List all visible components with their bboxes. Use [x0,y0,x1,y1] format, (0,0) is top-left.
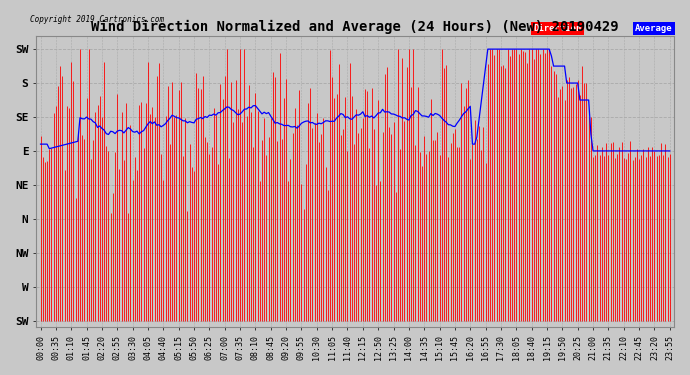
Title: Wind Direction Normalized and Average (24 Hours) (New) 20190429: Wind Direction Normalized and Average (2… [91,20,619,34]
Text: Copyright 2019 Cartronics.com: Copyright 2019 Cartronics.com [30,15,164,24]
Text: Direction: Direction [533,24,582,33]
Text: Average: Average [635,24,673,33]
